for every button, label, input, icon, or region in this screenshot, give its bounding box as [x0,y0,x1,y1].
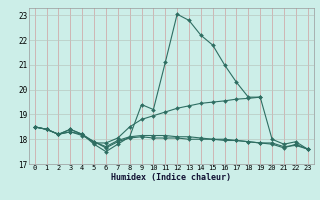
X-axis label: Humidex (Indice chaleur): Humidex (Indice chaleur) [111,173,231,182]
